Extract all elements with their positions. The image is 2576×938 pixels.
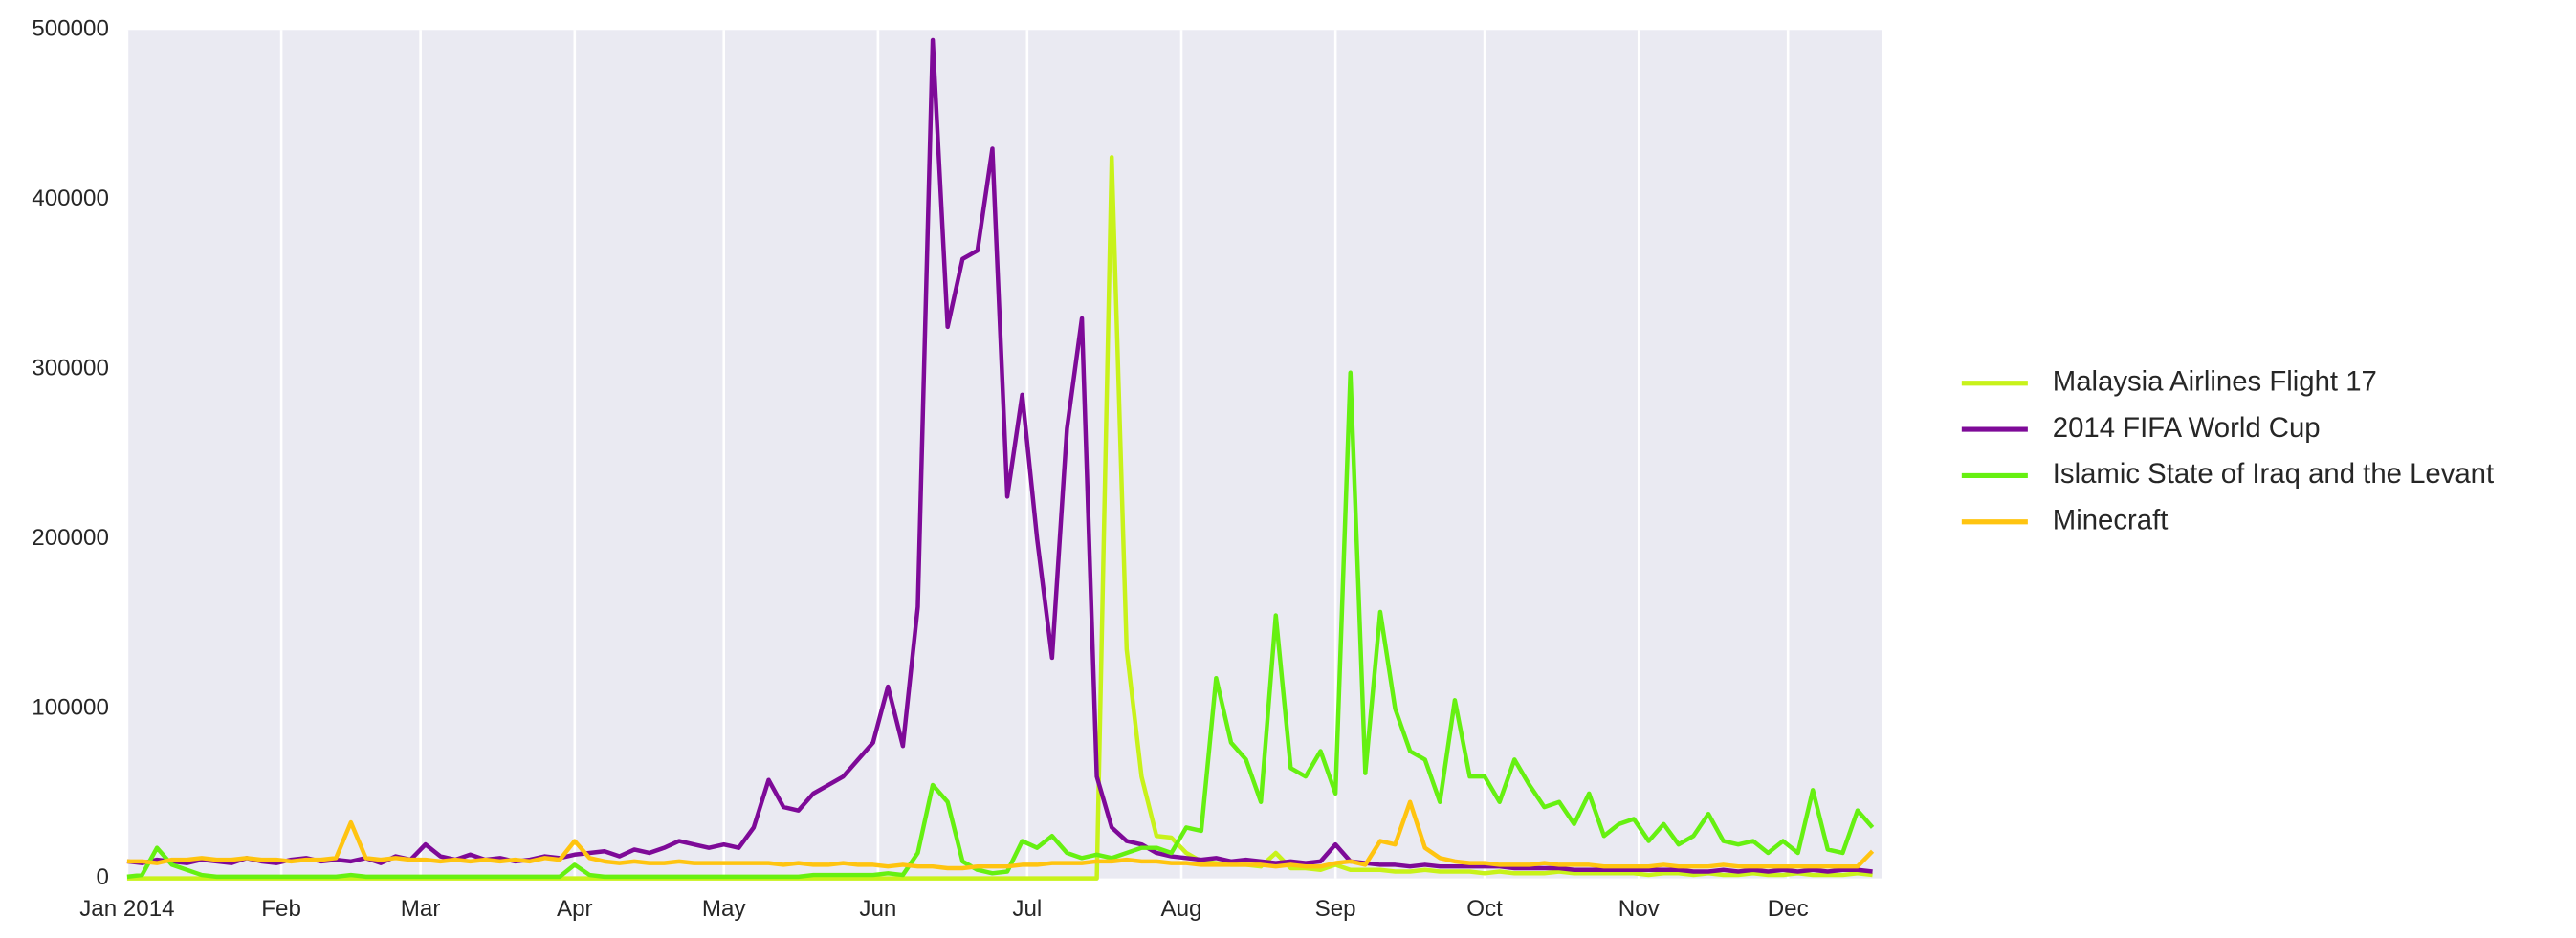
x-tick-label: Aug xyxy=(1160,896,1201,922)
y-tick-label: 300000 xyxy=(32,356,109,382)
x-tick-label: Apr xyxy=(557,896,593,922)
grid xyxy=(125,30,1790,879)
lines xyxy=(126,37,1875,881)
series-line xyxy=(126,799,1875,871)
legend: Malaysia Airlines Flight 17 2014 FIFA Wor… xyxy=(1961,365,2494,535)
series-line xyxy=(126,370,1875,880)
x-tick-label: Feb xyxy=(261,896,301,922)
x-tick-label: Sep xyxy=(1315,896,1356,922)
legend-label: 2014 FIFA World Cup xyxy=(2053,412,2321,444)
legend-label: Islamic State of Iraq and the Levant xyxy=(2053,458,2494,490)
tick-labels: 0 100000 200000 300000 400000 500000 Jan 2014 F… xyxy=(32,16,1808,922)
y-tick-label: 200000 xyxy=(32,525,109,551)
x-tick-label: Dec xyxy=(1768,896,1809,922)
x-tick-label: Oct xyxy=(1466,896,1503,922)
series-line xyxy=(126,37,1873,874)
x-tick-label: Nov xyxy=(1618,896,1660,922)
x-tick-label: May xyxy=(702,896,747,922)
x-tick-label: Jun xyxy=(859,896,896,922)
x-tick-label: Mar xyxy=(401,896,441,922)
y-tick-label: 400000 xyxy=(32,185,109,211)
legend-label: Minecraft xyxy=(2053,504,2169,535)
legend-label: Malaysia Airlines Flight 17 xyxy=(2053,365,2377,397)
y-tick-label: 100000 xyxy=(32,695,109,721)
y-tick-label: 0 xyxy=(96,864,108,890)
y-tick-label: 500000 xyxy=(32,16,109,42)
x-tick-label: Jul xyxy=(1012,896,1042,922)
x-tick-label: Jan 2014 xyxy=(79,896,174,922)
